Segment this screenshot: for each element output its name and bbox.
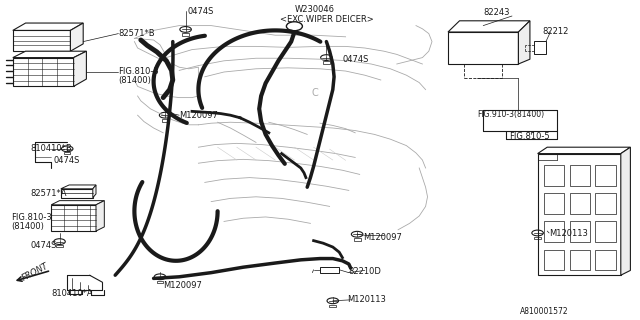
Bar xyxy=(182,33,189,36)
Text: <EXC.WIPER DEICER>: <EXC.WIPER DEICER> xyxy=(280,15,374,24)
Text: 82571*A: 82571*A xyxy=(31,189,67,198)
Bar xyxy=(544,250,564,270)
Text: 810410*A: 810410*A xyxy=(51,289,93,298)
Bar xyxy=(544,193,564,214)
Polygon shape xyxy=(13,51,86,58)
Text: FIG.810-3: FIG.810-3 xyxy=(118,68,159,76)
Text: 0474S: 0474S xyxy=(188,7,214,16)
Text: M120113: M120113 xyxy=(348,295,387,304)
Bar xyxy=(534,41,546,54)
Bar xyxy=(595,250,616,270)
Text: 82243: 82243 xyxy=(483,8,509,17)
Text: FRONT: FRONT xyxy=(20,261,50,283)
Text: FIG.910-3(81400): FIG.910-3(81400) xyxy=(477,110,544,119)
Text: M120097: M120097 xyxy=(163,281,202,290)
Bar xyxy=(570,165,590,186)
Bar xyxy=(544,221,564,242)
Text: FIG.810-5: FIG.810-5 xyxy=(509,132,549,141)
Polygon shape xyxy=(96,201,104,231)
Bar xyxy=(595,193,616,214)
Polygon shape xyxy=(13,23,83,30)
Polygon shape xyxy=(61,185,96,189)
Bar xyxy=(330,305,336,307)
Bar xyxy=(323,61,330,64)
Bar xyxy=(595,165,616,186)
Bar xyxy=(162,119,168,122)
Text: M120097: M120097 xyxy=(364,233,403,242)
Text: C: C xyxy=(312,88,318,98)
Bar xyxy=(538,154,621,275)
Polygon shape xyxy=(448,21,530,32)
Bar xyxy=(51,205,96,231)
Bar xyxy=(13,58,74,86)
Polygon shape xyxy=(621,147,630,275)
Text: 810410*B: 810410*B xyxy=(31,144,72,153)
Bar xyxy=(570,221,590,242)
Text: 0474S: 0474S xyxy=(342,55,369,64)
Bar xyxy=(61,189,93,198)
Polygon shape xyxy=(518,21,530,64)
Text: M120097: M120097 xyxy=(179,111,218,120)
Polygon shape xyxy=(74,51,86,86)
Text: (81400): (81400) xyxy=(118,76,151,85)
Text: W230046: W230046 xyxy=(294,5,335,14)
Bar xyxy=(534,237,541,239)
Bar xyxy=(64,152,70,154)
Bar xyxy=(354,238,360,241)
Bar xyxy=(544,165,564,186)
Bar xyxy=(13,30,70,51)
Text: 0474S: 0474S xyxy=(53,156,79,165)
Bar xyxy=(56,245,63,247)
Text: 82212: 82212 xyxy=(543,28,569,36)
Bar xyxy=(448,32,518,64)
Bar xyxy=(570,193,590,214)
Text: 82571*B: 82571*B xyxy=(118,29,155,38)
Bar xyxy=(595,221,616,242)
Text: (81400): (81400) xyxy=(12,222,44,231)
Bar xyxy=(570,250,590,270)
Text: M120113: M120113 xyxy=(549,229,588,238)
Polygon shape xyxy=(538,147,630,154)
Polygon shape xyxy=(70,23,83,51)
Polygon shape xyxy=(93,185,96,198)
Text: A810001572: A810001572 xyxy=(520,308,568,316)
Bar xyxy=(320,267,339,273)
Text: 82210D: 82210D xyxy=(349,267,381,276)
Polygon shape xyxy=(51,201,104,205)
Bar xyxy=(157,281,163,283)
Text: FIG.810-3: FIG.810-3 xyxy=(12,213,52,222)
Text: 0474S: 0474S xyxy=(31,241,57,250)
